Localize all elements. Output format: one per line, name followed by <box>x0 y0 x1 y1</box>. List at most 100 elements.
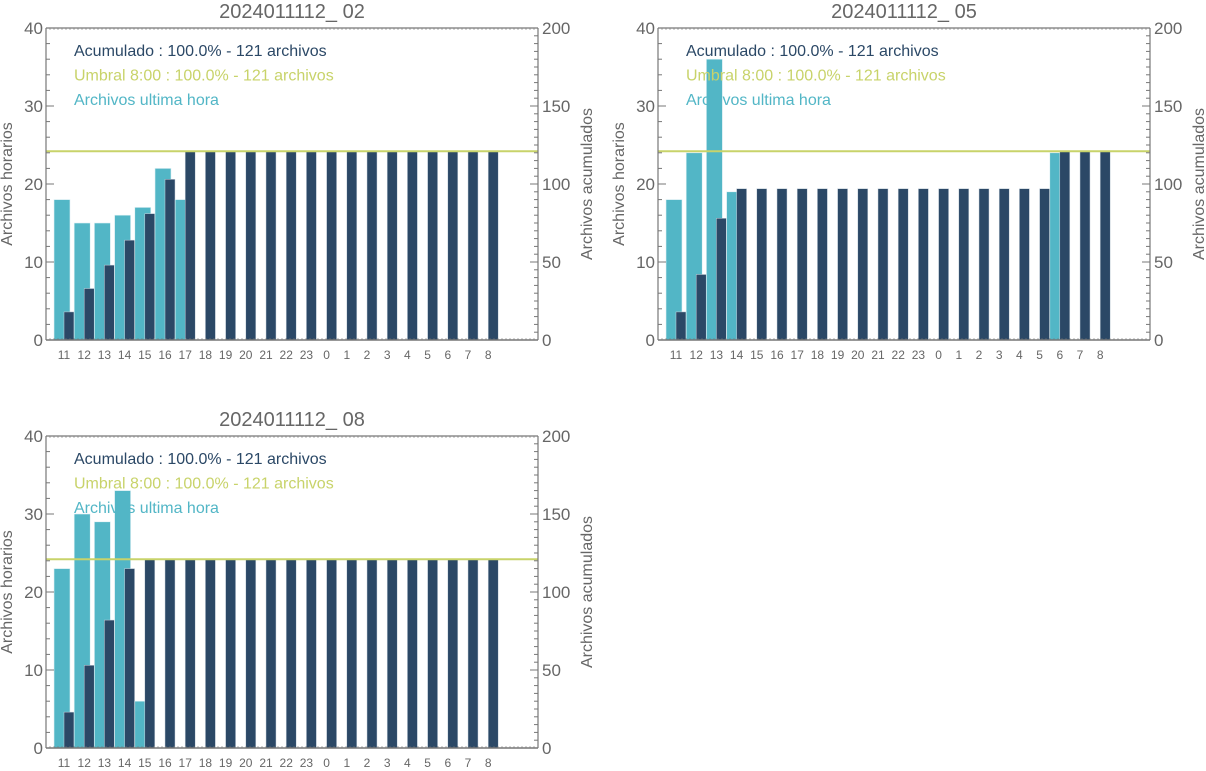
legend-entry: Umbral 8:00 : 100.0% - 121 archivos <box>74 476 334 493</box>
x-tick-label: 3 <box>996 348 1003 362</box>
cumulative-bar <box>265 150 277 341</box>
cumulative-bar <box>427 558 438 749</box>
cumulative-bar <box>857 188 869 341</box>
right-tick-label: 100 <box>1154 175 1182 194</box>
cumulative-bar <box>1079 150 1091 341</box>
x-tick-label: 22 <box>280 756 294 770</box>
cumulative-bar <box>386 558 398 749</box>
left-axis-label: Archivos horarios <box>0 530 16 654</box>
x-tick-label: 3 <box>384 348 391 362</box>
right-axis-label: Archivos acumulados <box>579 516 596 668</box>
cumulative-bar <box>306 150 317 341</box>
x-tick-label: 2 <box>364 348 371 362</box>
legend-entry: Archivos ultima hora <box>686 92 831 109</box>
x-tick-label: 13 <box>710 348 724 362</box>
x-tick-label: 5 <box>424 756 431 770</box>
cumulative-bar <box>63 311 75 341</box>
right-tick-label: 0 <box>542 739 551 758</box>
cumulative-bar <box>366 150 378 341</box>
right-tick-label: 50 <box>1154 253 1173 272</box>
cumulative-bar <box>124 568 135 749</box>
right-tick-label: 200 <box>542 427 570 446</box>
x-tick-label: 12 <box>78 756 92 770</box>
cumulative-bar <box>695 274 707 341</box>
left-tick-label: 30 <box>636 97 655 116</box>
x-tick-label: 18 <box>811 348 825 362</box>
cumulative-bar <box>104 264 115 341</box>
x-tick-label: 17 <box>179 348 193 362</box>
legend-entry: Archivos ultima hora <box>74 500 219 517</box>
x-tick-label: 5 <box>1036 348 1043 362</box>
right-tick-label: 50 <box>542 661 561 680</box>
left-axis-label: Archivos horarios <box>0 122 16 246</box>
left-tick-label: 40 <box>636 19 655 38</box>
x-tick-label: 1 <box>955 348 962 362</box>
cumulative-bar <box>837 188 848 341</box>
left-tick-label: 0 <box>34 331 43 350</box>
x-tick-label: 16 <box>158 348 172 362</box>
cumulative-bar <box>184 150 196 341</box>
x-tick-label: 15 <box>138 348 152 362</box>
right-tick-label: 50 <box>542 253 561 272</box>
cumulative-bar <box>326 150 337 341</box>
right-tick-label: 150 <box>542 97 570 116</box>
cumulative-bar <box>487 558 499 749</box>
x-tick-label: 19 <box>219 348 233 362</box>
x-tick-label: 13 <box>98 348 112 362</box>
cumulative-bar <box>346 150 358 341</box>
cumulative-bar <box>467 150 479 341</box>
x-tick-label: 8 <box>485 348 492 362</box>
x-tick-label: 22 <box>892 348 906 362</box>
cumulative-bar <box>104 619 115 749</box>
cumulative-bar <box>756 188 768 341</box>
x-tick-label: 7 <box>465 756 472 770</box>
x-tick-label: 17 <box>179 756 193 770</box>
x-tick-label: 20 <box>851 348 865 362</box>
x-tick-label: 21 <box>259 348 273 362</box>
left-tick-label: 40 <box>24 427 43 446</box>
legend-entry: Acumulado : 100.0% - 121 archivos <box>686 43 939 60</box>
cumulative-bar <box>265 558 277 749</box>
x-tick-label: 8 <box>1097 348 1104 362</box>
right-tick-label: 0 <box>1154 331 1163 350</box>
cumulative-bar <box>83 288 95 341</box>
cumulative-bar <box>817 188 828 341</box>
right-axis-label: Archivos acumulados <box>1191 108 1206 260</box>
cumulative-bar <box>487 150 499 341</box>
cumulative-bar <box>897 188 909 341</box>
right-tick-label: 200 <box>1154 19 1182 38</box>
cumulative-bar <box>164 558 176 749</box>
x-tick-label: 1 <box>343 756 350 770</box>
cumulative-bar <box>716 218 727 341</box>
x-tick-label: 18 <box>199 756 213 770</box>
right-tick-label: 0 <box>542 331 551 350</box>
cumulative-bar <box>447 558 459 749</box>
x-tick-label: 6 <box>444 348 451 362</box>
cumulative-bar <box>938 188 949 341</box>
cumulative-bar <box>447 150 459 341</box>
x-tick-label: 4 <box>1016 348 1023 362</box>
x-tick-label: 22 <box>280 348 294 362</box>
cumulative-bar <box>407 558 418 749</box>
left-tick-label: 20 <box>636 175 655 194</box>
left-tick-label: 30 <box>24 505 43 524</box>
x-tick-label: 19 <box>831 348 845 362</box>
cumulative-bar <box>83 665 95 749</box>
x-tick-label: 4 <box>404 348 411 362</box>
cumulative-bar <box>366 558 378 749</box>
cumulative-bar <box>205 150 216 341</box>
x-tick-label: 18 <box>199 348 213 362</box>
x-tick-label: 0 <box>323 348 330 362</box>
chart-title: 2024011112_ 02 <box>219 1 365 23</box>
x-tick-label: 7 <box>465 348 472 362</box>
legend-entry: Acumulado : 100.0% - 121 archivos <box>74 43 327 60</box>
left-tick-label: 30 <box>24 97 43 116</box>
x-tick-label: 19 <box>219 756 233 770</box>
x-tick-label: 3 <box>384 756 391 770</box>
left-tick-label: 10 <box>24 661 43 680</box>
left-tick-label: 10 <box>636 253 655 272</box>
x-tick-label: 23 <box>300 348 314 362</box>
